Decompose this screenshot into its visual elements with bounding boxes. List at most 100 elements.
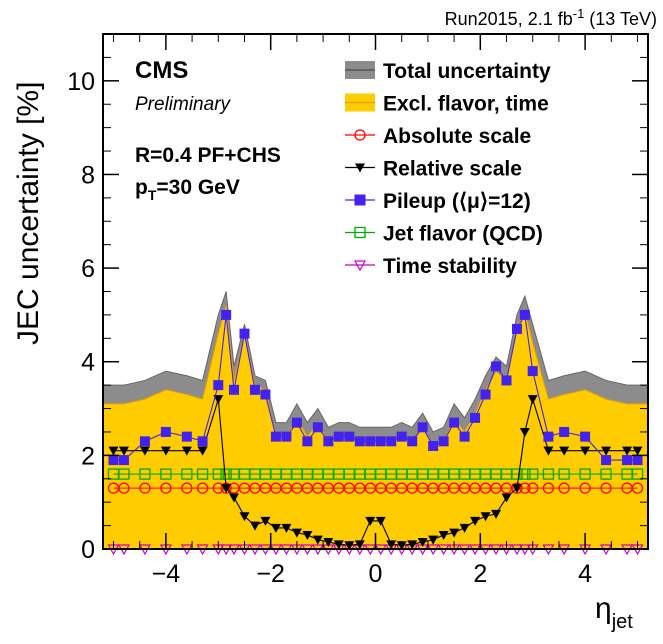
relative-scale-point: [291, 528, 302, 538]
relative-scale-point: [527, 395, 538, 405]
pileup-point: [417, 422, 428, 433]
relative-scale-point: [354, 540, 365, 550]
relative-scale-point: [181, 446, 192, 456]
relative-scale-point: [333, 540, 344, 550]
pileup-point: [470, 412, 481, 423]
pileup-point: [118, 455, 129, 466]
absolute-scale-point: [631, 482, 644, 494]
pileup-point: [386, 436, 397, 447]
legend-swatch-marker: [354, 129, 366, 141]
y-tick-label: 4: [81, 349, 95, 377]
pileup-point: [249, 384, 260, 395]
pileup-point: [396, 431, 407, 442]
y-tick-label: 8: [81, 161, 95, 189]
y-axis-title: JEC uncertainty [%]: [12, 82, 45, 345]
absolute-scale-point: [527, 482, 539, 494]
y-tick-label: 6: [81, 255, 95, 283]
absolute-scale-point: [579, 482, 591, 494]
relative-scale-point: [375, 516, 386, 526]
pileup-point: [459, 431, 470, 442]
pileup-point: [622, 455, 633, 466]
relative-scale-point: [239, 512, 250, 522]
jet-flavor-point: [160, 468, 172, 480]
pileup-point: [632, 455, 643, 466]
relative-scale-point: [519, 427, 530, 437]
relative-scale-point: [580, 446, 591, 456]
relative-scale-point: [312, 535, 323, 545]
jet-flavor-point: [118, 468, 130, 480]
relative-scale-point: [559, 446, 570, 456]
pileup-point: [260, 389, 271, 400]
relative-scale-point: [323, 537, 334, 547]
pileup-point: [580, 431, 591, 442]
x-tick-label: 4: [578, 560, 592, 588]
relative-scale-point: [417, 537, 428, 547]
pileup-point: [333, 431, 344, 442]
pileup-point: [407, 436, 418, 447]
pileup-point: [108, 455, 119, 466]
x-tick-label: −4: [152, 560, 181, 588]
absolute-scale-point: [558, 482, 570, 494]
y-tick-label: 10: [67, 68, 95, 96]
pileup-point: [438, 436, 449, 447]
relative-scale-point: [270, 523, 281, 533]
pt-label: pT=30 GeV: [135, 176, 240, 203]
relative-scale-point: [197, 446, 208, 456]
pileup-point: [501, 375, 512, 386]
relative-scale-point: [501, 493, 512, 503]
absolute-scale-point: [196, 482, 209, 494]
relative-scale-point: [632, 446, 643, 456]
relative-scale-point: [511, 484, 522, 494]
relative-scale-point: [249, 521, 260, 531]
pileup-point: [181, 431, 192, 442]
pileup-point: [281, 431, 292, 442]
relative-scale-point: [622, 446, 633, 456]
relative-scale-point: [302, 530, 313, 540]
pileup-point: [239, 328, 250, 339]
jet-flavor-point: [139, 468, 151, 480]
relative-scale-point: [213, 395, 224, 405]
jet-flavor-point: [212, 468, 224, 480]
pileup-point: [197, 436, 208, 447]
pileup-point: [323, 436, 334, 447]
relative-scale-point: [386, 540, 397, 550]
relative-scale-point: [438, 530, 449, 540]
jet-flavor-point: [519, 468, 531, 480]
jet-algorithm-label: R=0.4 PF+CHS: [135, 144, 281, 167]
pileup-point: [543, 431, 554, 442]
relative-scale-point: [229, 493, 240, 503]
relative-scale-point: [108, 446, 119, 456]
cms-label: CMS: [135, 57, 188, 84]
jet-flavor-point: [220, 468, 232, 480]
jet-flavor-point: [196, 468, 209, 480]
relative-scale-point: [459, 523, 470, 533]
legend-swatch-marker: [354, 226, 366, 239]
pileup-point: [139, 436, 150, 447]
legend-label: Jet flavor (QCD): [383, 223, 543, 246]
jet-flavor-point: [631, 468, 644, 480]
y-tick-label: 0: [81, 536, 95, 564]
relative-scale-point: [491, 509, 502, 519]
absolute-scale-point: [118, 482, 130, 494]
legend-label: Pileup (⟨μ⟩=12): [383, 190, 531, 213]
relative-scale-point: [470, 516, 481, 526]
absolute-scale-point: [600, 482, 612, 494]
pileup-point: [559, 426, 570, 437]
legend-label: Total uncertainty: [383, 60, 551, 83]
pileup-point: [449, 417, 460, 428]
pileup-point: [312, 422, 323, 433]
jet-flavor-point: [579, 468, 591, 480]
plot-area: [102, 291, 649, 556]
legend-swatch-marker: [354, 194, 366, 206]
pileup-point: [302, 436, 313, 447]
relative-scale-point: [601, 446, 612, 456]
y-tick-label: 2: [81, 442, 95, 470]
axes: −4 −2 0 2 4 0 2 4 6 8 10: [67, 33, 648, 588]
relative-scale-point: [449, 528, 460, 538]
relative-scale-point: [407, 540, 418, 550]
jet-flavor-point: [558, 468, 570, 480]
relative-scale-point: [543, 446, 554, 456]
lumi-label: Run2015, 2.1 fb-1 (13 TeV): [445, 6, 657, 29]
pileup-point: [519, 309, 530, 320]
absolute-scale-point: [542, 482, 555, 494]
